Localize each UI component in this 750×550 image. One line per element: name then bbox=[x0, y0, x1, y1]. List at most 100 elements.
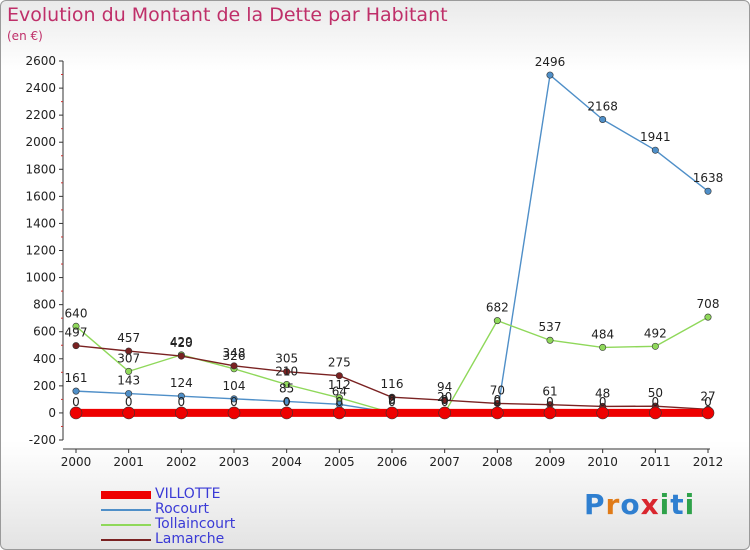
point-lamarche bbox=[388, 393, 396, 401]
y-tick-label: 2000 bbox=[25, 135, 56, 149]
point-lamarche bbox=[335, 372, 343, 380]
data-label-lamarche: 61 bbox=[542, 385, 557, 399]
point-lamarche bbox=[177, 352, 185, 360]
data-label-villotte: 0 bbox=[72, 395, 80, 409]
point-rocourt bbox=[651, 146, 659, 154]
data-label-rocourt: 64 bbox=[332, 384, 347, 398]
data-label-villotte: 0 bbox=[178, 395, 186, 409]
y-tick-label: 1800 bbox=[25, 162, 56, 176]
legend-swatch bbox=[101, 491, 151, 499]
y-tick-label: 2600 bbox=[25, 54, 56, 68]
legend-label: Rocourt bbox=[155, 501, 210, 517]
y-tick-label: 1200 bbox=[25, 244, 56, 258]
point-rocourt bbox=[283, 397, 291, 405]
x-tick-label: 2009 bbox=[535, 455, 566, 469]
point-lamarche bbox=[72, 342, 80, 350]
point-rocourt bbox=[599, 115, 607, 123]
chart-title: Evolution du Montant de la Dette par Hab… bbox=[7, 4, 448, 26]
point-rocourt bbox=[546, 71, 554, 79]
legend-label: VILLOTTE bbox=[155, 486, 221, 502]
point-rocourt bbox=[704, 187, 712, 195]
x-tick-label: 2003 bbox=[219, 455, 250, 469]
data-label-lamarche: 305 bbox=[275, 352, 298, 366]
data-label-villotte: 0 bbox=[336, 395, 344, 409]
data-label-rocourt: 124 bbox=[170, 376, 193, 390]
data-label-rocourt: 20 bbox=[437, 390, 452, 404]
data-label-tollaincourt: 0 bbox=[388, 393, 396, 407]
y-tick-label: 2400 bbox=[25, 81, 56, 95]
y-tick-label: 1000 bbox=[25, 271, 56, 285]
y-tick-label: 200 bbox=[33, 379, 56, 393]
data-label-tollaincourt: 492 bbox=[644, 326, 667, 340]
point-lamarche bbox=[230, 362, 238, 370]
x-tick-label: 2010 bbox=[587, 455, 618, 469]
logo-letter: i bbox=[684, 488, 696, 521]
chart-subtitle: (en €) bbox=[7, 29, 43, 43]
x-tick-label: 2001 bbox=[113, 455, 144, 469]
data-label-rocourt: 161 bbox=[65, 371, 88, 385]
data-label-lamarche: 94 bbox=[437, 380, 452, 394]
point-rocourt bbox=[125, 390, 133, 398]
point-villotte bbox=[649, 406, 662, 420]
point-tollaincourt bbox=[335, 394, 343, 402]
y-tick-label: 2200 bbox=[25, 108, 56, 122]
x-tick-label: 2004 bbox=[271, 455, 302, 469]
data-label-tollaincourt: 640 bbox=[65, 306, 88, 320]
logo-letter: i bbox=[659, 488, 671, 521]
legend-swatch bbox=[101, 539, 151, 541]
logo-letter: x bbox=[640, 488, 660, 521]
logo-letter: r bbox=[605, 488, 621, 521]
y-tick-label: 1600 bbox=[25, 189, 56, 203]
data-label-villotte: 0 bbox=[599, 395, 607, 409]
x-tick-label: 2011 bbox=[640, 455, 671, 469]
point-villotte bbox=[438, 406, 451, 420]
x-tick-label: 2012 bbox=[693, 455, 724, 469]
data-label-lamarche: 497 bbox=[65, 326, 88, 340]
legend-swatch bbox=[101, 509, 151, 511]
legend-swatch bbox=[101, 524, 151, 526]
data-label-tollaincourt: 112 bbox=[328, 378, 351, 392]
point-tollaincourt bbox=[493, 317, 501, 325]
point-villotte bbox=[543, 406, 557, 420]
data-label-tollaincourt: 326 bbox=[223, 349, 246, 363]
x-tick-label: 2000 bbox=[61, 455, 92, 469]
point-lamarche bbox=[441, 396, 449, 404]
data-label-villotte: 0 bbox=[652, 395, 660, 409]
x-tick-label: 2007 bbox=[429, 455, 460, 469]
data-label-rocourt: 2168 bbox=[587, 99, 618, 113]
y-tick-label: 1400 bbox=[25, 216, 56, 230]
data-label-villotte: 0 bbox=[230, 395, 238, 409]
point-rocourt bbox=[177, 392, 185, 400]
point-villotte bbox=[280, 406, 293, 420]
data-label-tollaincourt: 0 bbox=[441, 393, 449, 407]
point-villotte bbox=[122, 406, 135, 420]
data-label-villotte: 0 bbox=[388, 395, 396, 409]
y-tick-label: 0 bbox=[48, 406, 56, 420]
data-label-tollaincourt: 429 bbox=[170, 335, 193, 349]
data-label-villotte: 0 bbox=[441, 395, 449, 409]
data-label-rocourt: 1941 bbox=[640, 130, 671, 144]
y-tick-label: 600 bbox=[33, 325, 56, 339]
point-villotte bbox=[701, 406, 715, 420]
data-label-tollaincourt: 307 bbox=[117, 351, 140, 365]
data-label-tollaincourt: 537 bbox=[539, 320, 562, 334]
y-tick-label: -200 bbox=[29, 433, 56, 447]
data-label-rocourt: 1638 bbox=[693, 171, 724, 185]
point-tollaincourt bbox=[599, 343, 607, 351]
point-tollaincourt bbox=[283, 381, 291, 389]
series-line-rocourt bbox=[75, 74, 709, 414]
data-label-rocourt: 85 bbox=[279, 381, 294, 395]
proxiti-logo: Proxiti bbox=[584, 488, 695, 521]
data-label-tollaincourt: 210 bbox=[275, 365, 298, 379]
data-label-tollaincourt: 682 bbox=[486, 301, 509, 315]
data-label-rocourt: 104 bbox=[223, 379, 246, 393]
data-label-lamarche: 70 bbox=[490, 383, 505, 397]
point-villotte bbox=[333, 406, 346, 420]
point-villotte bbox=[491, 406, 504, 420]
x-tick-label: 2002 bbox=[166, 455, 197, 469]
data-label-lamarche: 48 bbox=[595, 386, 610, 400]
data-label-lamarche: 50 bbox=[648, 386, 663, 400]
point-tollaincourt bbox=[72, 322, 80, 330]
point-tollaincourt bbox=[651, 342, 659, 350]
